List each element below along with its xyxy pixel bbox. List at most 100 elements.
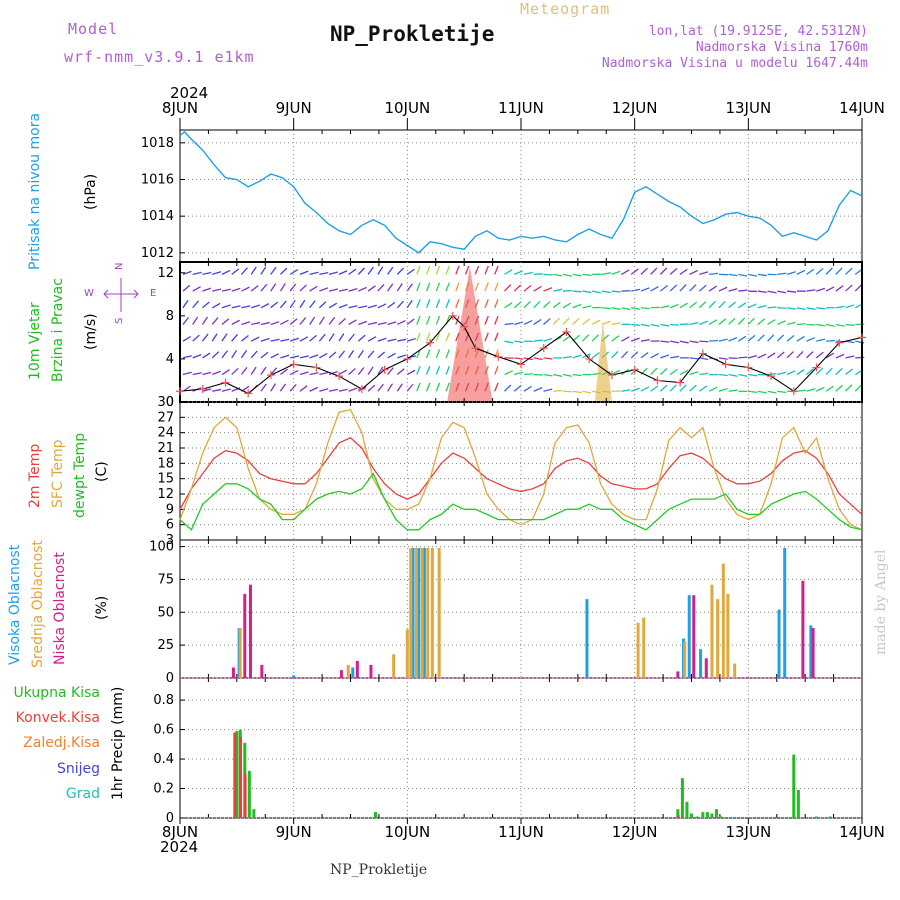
wind-arrow bbox=[270, 321, 280, 326]
wind-arrow bbox=[728, 301, 736, 309]
wind-arrow bbox=[767, 390, 777, 394]
wind-arrow bbox=[182, 355, 192, 359]
wind-arrow bbox=[660, 305, 670, 309]
wind-arrow bbox=[562, 355, 572, 359]
wind-arrow bbox=[737, 335, 747, 342]
wind-arrow bbox=[435, 282, 441, 292]
sfc-temp-line bbox=[179, 408, 863, 531]
wind-arrow bbox=[182, 371, 192, 376]
wind-arrow bbox=[338, 369, 348, 376]
wind-arrow bbox=[416, 332, 421, 342]
wind-arrow bbox=[738, 356, 748, 359]
cloud-mid-bar bbox=[238, 628, 242, 678]
wind-arrow bbox=[435, 299, 441, 309]
wind-arrow bbox=[513, 284, 522, 292]
wind-arrow bbox=[348, 288, 358, 292]
wind-arrow bbox=[796, 335, 805, 342]
model-label: Model bbox=[68, 20, 119, 38]
wind-arrow bbox=[318, 333, 326, 342]
wind-arrow bbox=[387, 266, 394, 275]
wind-arrow bbox=[250, 266, 257, 275]
wind-arrow bbox=[221, 350, 228, 359]
wind-arrow bbox=[543, 388, 553, 392]
wind-arrow bbox=[202, 287, 212, 292]
wind-arrow bbox=[329, 388, 339, 392]
wind-arrow bbox=[338, 317, 347, 325]
wind-arrow bbox=[348, 349, 355, 359]
precip-total-bar bbox=[695, 816, 699, 818]
wind-arrow bbox=[397, 338, 407, 342]
lonlat-label: lon,lat (19.9125E, 42.5312N) bbox=[648, 24, 868, 39]
wind-arrow bbox=[387, 283, 394, 292]
wind-gust-marker bbox=[403, 354, 412, 363]
wind-arrow bbox=[806, 351, 814, 359]
precip-legend-total: Ukupna Kisa bbox=[13, 685, 100, 701]
wind-arrow bbox=[406, 337, 416, 342]
wind-arrow bbox=[289, 384, 297, 392]
cloud-mid-bar bbox=[733, 663, 737, 678]
temp-ytick-label: 24 bbox=[157, 426, 174, 441]
wind-ytick-label: 4 bbox=[166, 352, 174, 367]
compass-icon bbox=[96, 276, 146, 316]
precip-total-bar bbox=[676, 809, 680, 818]
wind-gust-marker bbox=[630, 365, 639, 374]
cloud-mid-bar bbox=[409, 547, 413, 678]
wind-arrow bbox=[504, 284, 512, 292]
wind-arrow bbox=[533, 387, 543, 392]
wind-arrow bbox=[757, 390, 767, 394]
wind-arrow bbox=[699, 320, 708, 326]
wind-arrow bbox=[601, 272, 611, 276]
temp-2m-line bbox=[179, 437, 863, 515]
wind-arrow bbox=[679, 284, 687, 292]
cloud-low-bar bbox=[355, 660, 359, 678]
date-label-top: 12JUN bbox=[612, 99, 658, 117]
wind-arrow bbox=[474, 265, 480, 275]
precip-total-bar bbox=[792, 754, 796, 818]
wind-arrow bbox=[757, 353, 767, 359]
wind-arrow bbox=[601, 307, 611, 310]
wind-arrow bbox=[192, 354, 202, 359]
wind-arrow bbox=[328, 333, 335, 342]
wind-gust-marker bbox=[448, 311, 457, 320]
wind-arrow bbox=[406, 383, 414, 392]
cloud-high-bar bbox=[292, 675, 296, 678]
wind-gust-marker bbox=[357, 385, 366, 394]
date-label-top: 9JUN bbox=[276, 99, 312, 117]
cloud-mid-bar bbox=[392, 654, 396, 678]
wind-arrow bbox=[582, 273, 592, 276]
wind-arrow bbox=[416, 282, 421, 292]
wind-arrow bbox=[728, 273, 738, 277]
wind-arrow bbox=[757, 304, 767, 309]
wind-arrow bbox=[689, 284, 697, 292]
wind-arrow bbox=[845, 284, 853, 292]
wind-arrow bbox=[445, 282, 450, 292]
wind-arrow bbox=[338, 333, 345, 342]
wind-gust-marker bbox=[789, 387, 798, 396]
precip-legend-snow: Snijeg bbox=[56, 761, 100, 777]
wind-arrow bbox=[582, 290, 592, 294]
wind-arrow bbox=[728, 288, 738, 292]
wind-arrow bbox=[299, 385, 308, 392]
wind-arrow bbox=[679, 323, 689, 326]
wind-arrow bbox=[221, 388, 231, 392]
wind-arrow bbox=[367, 366, 374, 375]
wind-arrow bbox=[318, 301, 327, 309]
wind-arrow bbox=[640, 287, 650, 292]
cloud-high-bar bbox=[585, 599, 589, 678]
wind-arrow bbox=[201, 316, 209, 325]
wind-arrow bbox=[718, 373, 728, 377]
wind-arrow bbox=[786, 290, 797, 293]
wind-arrow bbox=[669, 303, 679, 309]
precip-legend-grad: Grad bbox=[65, 786, 100, 802]
wind-arrow-field bbox=[182, 265, 865, 402]
wind-arrow bbox=[338, 270, 348, 275]
wind-arrow bbox=[553, 389, 563, 392]
wind-arrow bbox=[367, 266, 374, 275]
wind-arrow bbox=[660, 354, 670, 359]
wind-arrow bbox=[533, 285, 542, 292]
wind-arrow bbox=[816, 307, 826, 310]
temp-ytick-label: 21 bbox=[157, 441, 174, 456]
wind-arrow bbox=[572, 317, 580, 325]
cloud-mid-bar bbox=[346, 664, 350, 678]
wind-arrow bbox=[221, 333, 228, 342]
